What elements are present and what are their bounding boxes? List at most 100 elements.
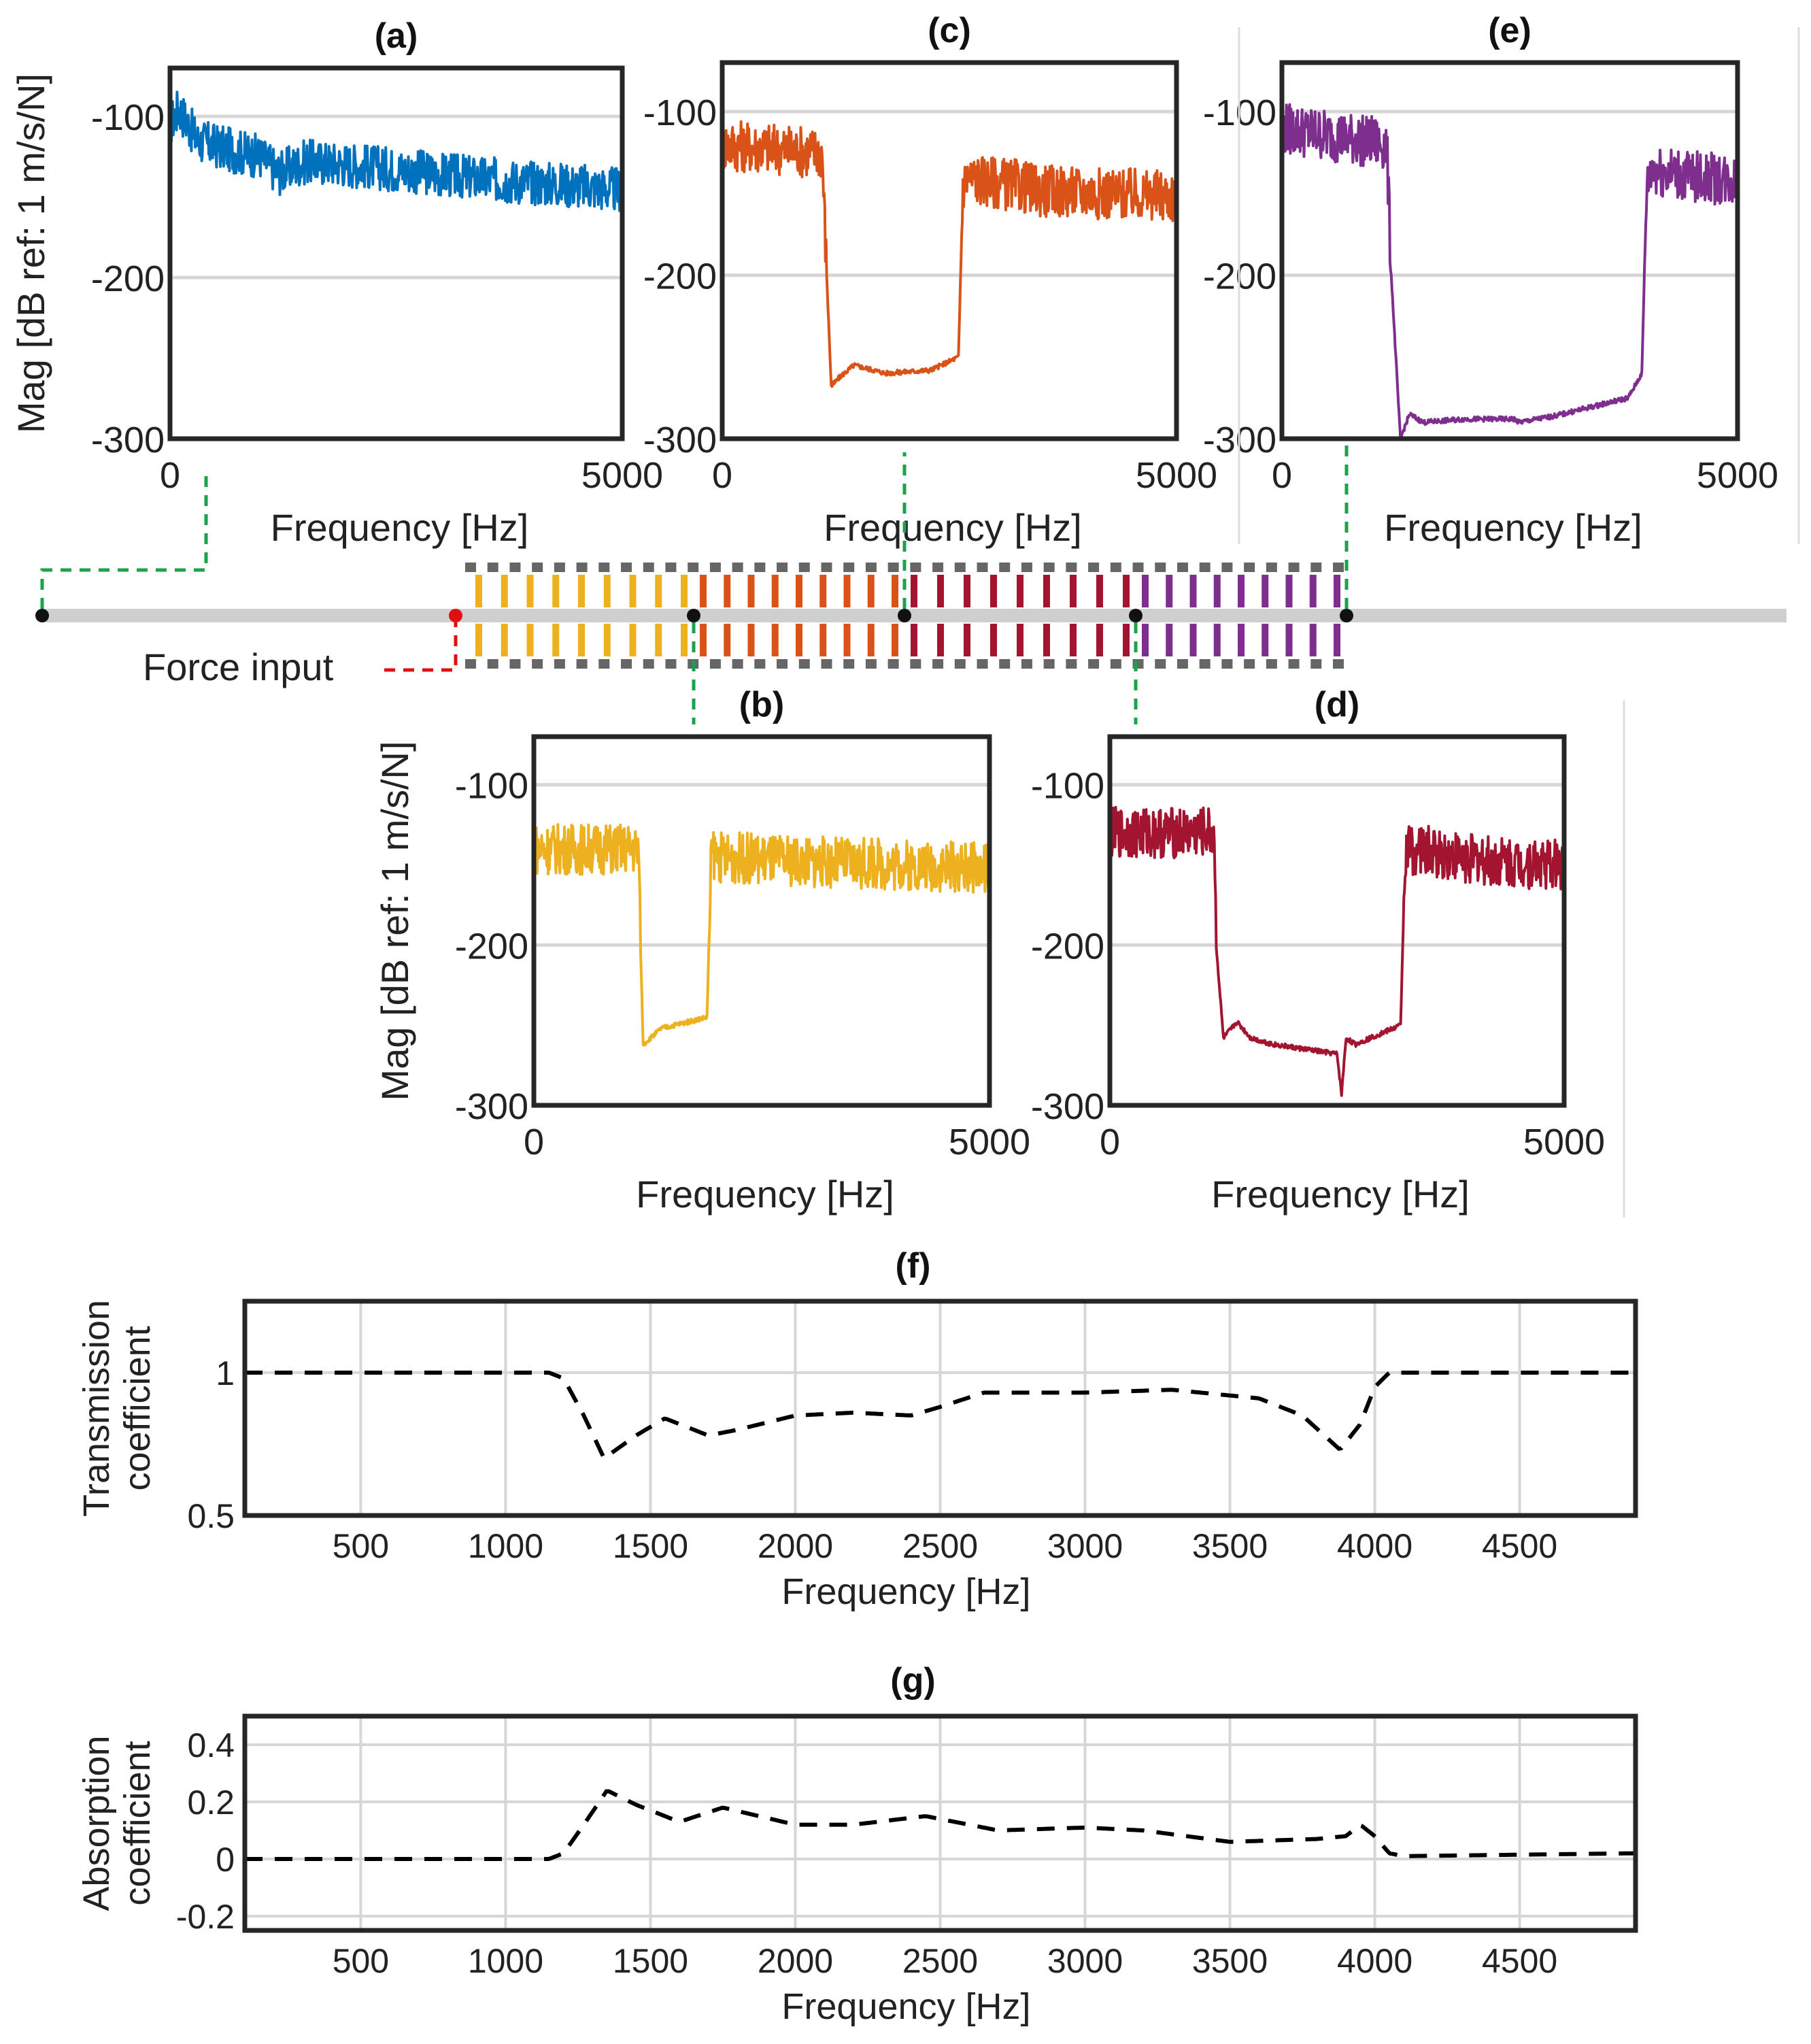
mass-block (465, 659, 476, 669)
panel-title-a: (a) (375, 16, 418, 56)
mass-block (598, 659, 610, 669)
ylabel-a: Mag [dB ref: 1 m/s/N] (10, 73, 52, 433)
ytick-label-f: 0.5 (187, 1497, 235, 1535)
segment-c-resonator (724, 575, 731, 607)
axes-frame-f (242, 1299, 1638, 1518)
mass-block (465, 563, 476, 572)
mass-block (1110, 659, 1121, 669)
mass-block (977, 563, 988, 572)
mass-block (1043, 563, 1055, 572)
segment-c-resonator (724, 624, 731, 656)
ylabel-f-line2: coefficient (117, 1326, 158, 1490)
panel-f: (f) 500 1000 1500 2000 2500 3000 3500 4000 4500 0.… (76, 1246, 1638, 1612)
xlabel-d: Frequency [Hz] (1211, 1173, 1470, 1216)
ylabel-b: Mag [dB ref: 1 m/s/N] (373, 741, 416, 1101)
segment-b-resonator (501, 575, 508, 607)
axes-frame-c (720, 60, 1179, 441)
segment-c-resonator (796, 624, 802, 656)
ytick-label-d: -100 (1031, 766, 1104, 807)
panel-title-b: (b) (739, 685, 784, 724)
segment-e-resonator (1262, 624, 1269, 656)
segment-d-resonator (1043, 575, 1050, 607)
segment-e-resonator (1189, 575, 1197, 607)
mass-block (821, 563, 832, 572)
segment-c-resonator (796, 575, 802, 607)
xtick-label-a: 0 (160, 455, 180, 496)
coefficient-panels: (f)500 1000 1500 2000 2500 3000 3500 4000 45000.… (76, 1246, 1638, 2027)
mass-block (910, 659, 921, 669)
mass-block (509, 563, 521, 572)
xtick-label-f: 3500 (1192, 1527, 1268, 1565)
segment-b-resonator (681, 575, 688, 607)
ytick-label-g: -0.2 (176, 1898, 235, 1936)
mass-block (1088, 563, 1100, 572)
panel-title-g: (g) (890, 1661, 935, 1700)
panel-b: (b) -100 -200 -3000 5000 Frequency [Hz] Mag [d… (373, 685, 1030, 1216)
point-a-marker (35, 609, 49, 622)
mass-block (1333, 563, 1344, 572)
ytick-label-g: 0.2 (187, 1783, 235, 1822)
mass-block (932, 659, 944, 669)
segment-d-resonator (990, 624, 997, 656)
xtick-label-f: 1000 (468, 1527, 543, 1565)
ytick-label-a: -200 (91, 258, 165, 299)
segment-b-resonator (475, 624, 482, 656)
mass-block (1066, 563, 1077, 572)
xtick-label-b: 0 (524, 1122, 544, 1162)
xtick-label-g: 1500 (613, 1942, 688, 1980)
segment-b-resonator (603, 575, 611, 607)
mass-block (1310, 659, 1322, 669)
mass-block (865, 659, 877, 669)
segment-b-resonator (552, 624, 560, 656)
mass-block (1244, 659, 1255, 669)
mass-block (1221, 563, 1233, 572)
xlabel-f: Frequency [Hz] (781, 1571, 1030, 1612)
xtick-label-f: 2500 (902, 1527, 978, 1565)
ytick-label-g: 0.4 (187, 1726, 235, 1764)
segment-d-resonator (1043, 624, 1050, 656)
xtick-label-e: 5000 (1697, 455, 1778, 496)
axes-frame-e (1279, 60, 1740, 441)
mass-block (1043, 659, 1055, 669)
mass-block (621, 659, 632, 669)
mass-block (732, 563, 743, 572)
ytick-label-a: -300 (91, 420, 165, 460)
xlabel-a: Frequency [Hz] (271, 506, 529, 549)
mass-block (1310, 563, 1322, 572)
segment-d-resonator (1017, 624, 1023, 656)
mass-block (1177, 563, 1188, 572)
segment-b-resonator (526, 575, 534, 607)
ytick-label-b: -200 (455, 926, 528, 967)
ytick-label-b: -300 (455, 1086, 528, 1127)
xtick-label-g: 3500 (1192, 1942, 1268, 1980)
segment-b-resonator (629, 575, 637, 607)
mass-block (932, 563, 944, 572)
ytick-label-f: 1 (216, 1354, 235, 1392)
ytick-label-c: -300 (643, 420, 717, 460)
segment-e-resonator (1334, 575, 1340, 607)
segment-e-resonator (1238, 624, 1245, 656)
segment-d-resonator (1123, 575, 1130, 607)
panel-title-d: (d) (1315, 685, 1359, 724)
ytick-label-a: -100 (91, 97, 165, 138)
mass-block (954, 659, 966, 669)
segment-c-resonator (747, 575, 755, 607)
segment-e-resonator (1213, 624, 1221, 656)
mass-block (1288, 563, 1300, 572)
ytick-label-d: -300 (1031, 1086, 1104, 1127)
segment-e-resonator (1238, 575, 1245, 607)
segment-e-resonator (1309, 624, 1317, 656)
mass-block (843, 659, 855, 669)
mass-block (1244, 563, 1255, 572)
mass-block (643, 563, 654, 572)
mass-block (1266, 659, 1277, 669)
segment-d-resonator (1070, 624, 1077, 656)
data-line-c (721, 120, 1178, 388)
xtick-label-f: 2000 (758, 1527, 833, 1565)
segment-d-resonator (990, 575, 997, 607)
mass-block (1066, 659, 1077, 669)
mass-block (709, 659, 721, 669)
segment-d-resonator (964, 624, 970, 656)
ytick-label-g: 0 (216, 1841, 235, 1879)
